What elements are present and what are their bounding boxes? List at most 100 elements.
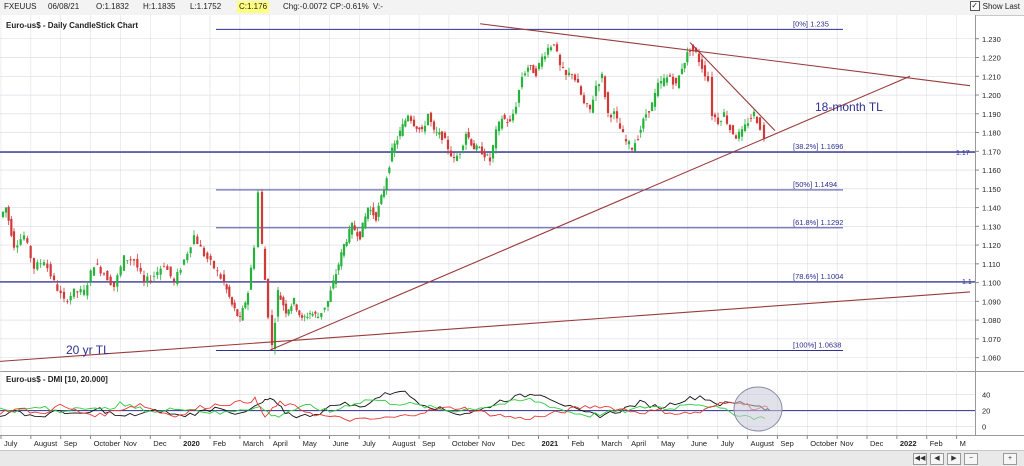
- candle-body: [72, 288, 76, 297]
- candle-body: [216, 270, 219, 272]
- symbol-label: FXEUUS: [4, 2, 37, 11]
- candle-body: [700, 59, 704, 69]
- candle-body: [677, 75, 681, 89]
- candle-body: [452, 156, 456, 159]
- date-tick-label: May: [303, 439, 317, 448]
- candle-body: [7, 206, 10, 221]
- trendline: [689, 42, 776, 132]
- candle-body: [706, 76, 710, 81]
- dmi-adx-line: [0, 390, 771, 419]
- candle-body: [228, 286, 231, 297]
- candle-body: [674, 77, 678, 84]
- candle-body: [139, 267, 142, 272]
- price-tick-label: 1.230: [982, 35, 1001, 44]
- candle-body: [19, 239, 22, 245]
- date-tick-label: Nov: [840, 439, 854, 448]
- candle-body: [543, 56, 547, 60]
- price-chart[interactable]: [0%] 1.235 [38.2%] 1.1696 [50%] 1.1494 [61.…: [0, 15, 1024, 465]
- price-tick-label: 1.140: [982, 204, 1001, 213]
- candle-body: [656, 82, 660, 97]
- candle-body: [665, 77, 669, 83]
- candle-body: [443, 132, 447, 139]
- candle-body: [102, 273, 106, 275]
- candle-body: [69, 295, 72, 301]
- date-tick-label: July: [721, 439, 735, 448]
- candle-body: [22, 235, 26, 240]
- candle-body: [390, 147, 394, 162]
- date-tick-label: Feb: [213, 439, 226, 448]
- candle-body: [36, 262, 39, 270]
- candle-body: [520, 76, 524, 88]
- candle-body: [320, 312, 323, 318]
- candle-body: [219, 274, 222, 279]
- candle-body: [644, 114, 648, 118]
- candle-body: [514, 106, 518, 114]
- candle-body: [252, 247, 256, 269]
- high-value: H:1.1835: [143, 2, 176, 11]
- candle-body: [609, 114, 613, 118]
- candle-body: [159, 268, 162, 275]
- candle-body: [603, 76, 607, 98]
- candle-body: [212, 260, 216, 269]
- date-tick-label: Nov: [123, 439, 137, 448]
- candle-body: [686, 52, 689, 63]
- candle-body: [172, 278, 176, 282]
- candle-body: [385, 178, 388, 190]
- date-tick-label: July: [362, 439, 376, 448]
- candle-body: [449, 150, 453, 157]
- candle-body: [435, 131, 438, 133]
- zoom-in-button[interactable]: +: [1003, 453, 1017, 465]
- candle-body: [282, 297, 285, 306]
- candle-body: [202, 247, 206, 257]
- show-last-toggle[interactable]: ✓ Show Last: [969, 1, 1020, 12]
- candle-body: [523, 73, 527, 76]
- candle-body: [62, 291, 66, 299]
- candle-body: [92, 267, 96, 276]
- candle-body: [630, 147, 634, 150]
- candle-body: [292, 298, 296, 305]
- candle-body: [494, 129, 498, 149]
- candle-body: [342, 244, 346, 256]
- candle-body: [647, 111, 651, 113]
- candle-body: [420, 126, 424, 130]
- candle-body: [582, 95, 586, 104]
- candle-body: [639, 129, 642, 133]
- candle-body: [29, 245, 32, 259]
- candle-body: [82, 289, 86, 295]
- scroll-left-button[interactable]: ◀: [930, 453, 944, 465]
- candle-body: [746, 123, 750, 126]
- date-tick-label: August: [392, 439, 416, 448]
- date-tick-label: 2020: [183, 439, 200, 448]
- candle-body: [636, 139, 640, 140]
- show-last-checkbox[interactable]: ✓: [969, 1, 980, 11]
- candle-body: [238, 316, 242, 317]
- price-tick-label: 1.110: [982, 260, 1000, 269]
- price-tick-label: 1.180: [982, 129, 1001, 138]
- scroll-right-button[interactable]: ▶: [947, 453, 961, 465]
- candle-body: [142, 275, 146, 282]
- date-tick-label: October: [94, 439, 121, 448]
- volume-dropdown[interactable]: V:-: [373, 2, 383, 11]
- candle-body: [401, 124, 404, 136]
- candle-body: [266, 278, 270, 318]
- right-edge-level-1: 1.17: [956, 150, 970, 157]
- candle-body: [306, 316, 309, 318]
- candle-body: [722, 112, 726, 117]
- change-percent-value: CP:-0.61%: [330, 2, 369, 11]
- candle-body: [326, 300, 330, 307]
- candle-body: [26, 238, 29, 243]
- candle-body: [388, 167, 391, 173]
- candle-body: [549, 47, 553, 51]
- candle-body: [615, 111, 619, 119]
- candle-body: [236, 309, 239, 316]
- zoom-out-button[interactable]: −: [964, 453, 978, 465]
- candle-body: [511, 113, 515, 121]
- scroll-start-button[interactable]: ◀◀: [913, 453, 927, 465]
- price-tick-label: 1.100: [982, 279, 1001, 288]
- candle-body: [564, 70, 568, 75]
- candle-body: [273, 322, 277, 349]
- open-value: O:1.1832: [96, 2, 129, 11]
- fib-level-label: [100%] 1.0638: [793, 340, 841, 349]
- candle-body: [503, 114, 506, 119]
- show-last-label: Show Last: [982, 2, 1020, 12]
